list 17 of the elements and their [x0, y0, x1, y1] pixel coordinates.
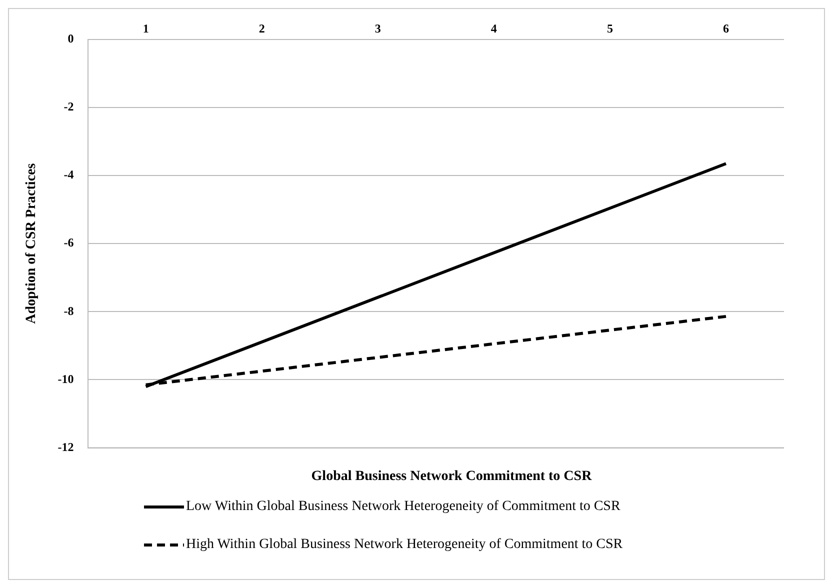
x-tick-label: 3 [374, 21, 381, 36]
x-tick-label: 5 [606, 21, 613, 36]
legend-label: High Within Global Business Network Heterogeneity of Commitment to CSR [186, 537, 623, 553]
legend-label: Low Within Global Business Network Heterogeneity of Commitment to CSR [186, 499, 620, 515]
y-axis-title: Adoption of CSR Practices [24, 162, 40, 324]
y-tick-label: -10 [58, 372, 74, 386]
y-tick-label: -4 [64, 168, 74, 182]
x-tick-label: 2 [258, 21, 265, 36]
y-tick-label: -8 [64, 304, 74, 318]
y-tick-label: -2 [64, 100, 74, 114]
x-tick-label: 1 [142, 21, 149, 36]
y-tick-label: -12 [58, 440, 74, 454]
x-tick-label: 4 [490, 21, 497, 36]
y-tick-label: 0 [68, 31, 74, 46]
x-axis-title: Global Business Network Commitment to CSR [310, 469, 593, 485]
y-tick-label: -6 [64, 236, 74, 250]
x-tick-label: 6 [722, 21, 729, 36]
